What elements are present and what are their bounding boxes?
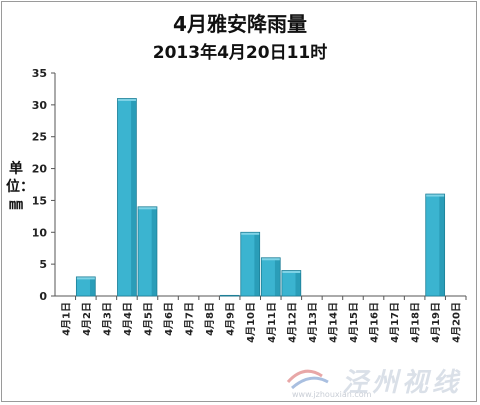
- x-tick-label: 4月3日: [101, 302, 113, 336]
- watermark-logo-icon: [286, 369, 329, 390]
- x-tick-label: 4月4日: [122, 302, 134, 336]
- bar-outline: [425, 193, 446, 297]
- x-tick-label: 4月14日: [327, 302, 339, 343]
- bar-shade: [439, 194, 445, 296]
- x-tick-label: 4月5日: [142, 302, 154, 336]
- x-tick-label: 4月10日: [245, 302, 257, 343]
- bar: [117, 98, 137, 297]
- axes: [54, 73, 466, 297]
- y-ticks: 0 5 10 15 20 25 30 35: [32, 67, 55, 303]
- x-tick-label: 4月11日: [266, 302, 278, 343]
- bar-shade: [89, 276, 96, 296]
- bar-top: [281, 270, 301, 274]
- y-tick-label: 10: [32, 226, 48, 239]
- bar-outline: [219, 294, 240, 297]
- x-tick-label: 4月13日: [307, 302, 319, 343]
- x-tick-label: 4月1日: [60, 302, 72, 336]
- watermark: 泾州视线 www.jzhouxian.com: [282, 362, 472, 399]
- x-tick-label: 4月17日: [389, 302, 401, 343]
- y-tick-label: 30: [32, 99, 48, 112]
- y-tick-label: 0: [39, 290, 47, 303]
- bar-outline: [240, 231, 261, 297]
- x-tick-label: 4月20日: [451, 302, 463, 343]
- bar-top: [261, 257, 281, 261]
- x-tick-label: 4月12日: [286, 302, 298, 343]
- bar-outline: [281, 270, 302, 297]
- bar-outline: [75, 276, 96, 297]
- bar-shade: [151, 206, 157, 296]
- y-tick-label: 20: [32, 163, 48, 176]
- bar-outline: [137, 206, 158, 297]
- y-tick-label: 35: [32, 67, 47, 80]
- chart-subtitle: 2013年4月20日11时: [152, 43, 328, 63]
- y-axis-label: 单位：㎜: [6, 161, 34, 213]
- watermark-url: www.jzhouxian.com: [292, 390, 372, 399]
- bar-top: [425, 194, 445, 197]
- x-tick-label: 4月9日: [225, 302, 237, 336]
- y-tick-label: 25: [32, 131, 47, 144]
- bar-shade: [295, 270, 301, 296]
- bar-shade: [131, 98, 137, 296]
- x-tick-label: 4月2日: [81, 302, 93, 336]
- x-tick-label: 4月18日: [410, 302, 422, 343]
- bars: [75, 98, 446, 297]
- x-tick-label: 4月15日: [348, 302, 360, 343]
- bar: [260, 257, 281, 297]
- x-tick-label: 4月8日: [204, 302, 216, 336]
- bar: [425, 193, 446, 297]
- bar-top: [117, 98, 137, 101]
- bar-top: [138, 206, 157, 210]
- bar: [240, 231, 261, 297]
- bar: [137, 206, 158, 297]
- bar-top: [240, 232, 260, 235]
- x-tick-label: 4月7日: [184, 302, 196, 336]
- bar-top: [76, 276, 96, 280]
- y-tick-label: 5: [39, 258, 47, 271]
- bar-shade: [274, 257, 281, 296]
- x-ticks: 4月1日 4月2日 4月3日 4月4日 4月5日 4月6日 4月7日 4月8日 4月9日 4月10…: [60, 296, 467, 343]
- y-tick-label: 15: [32, 194, 47, 207]
- x-tick-label: 4月19日: [430, 302, 442, 343]
- bar: [281, 270, 302, 297]
- x-tick-label: 4月6日: [163, 302, 175, 336]
- x-tick-label: 4月16日: [369, 302, 381, 343]
- bar: [219, 294, 240, 297]
- bar: [75, 276, 96, 297]
- bar-outline: [117, 98, 137, 297]
- watermark-text: 泾州视线: [342, 368, 463, 398]
- bar-outline: [260, 257, 281, 297]
- chart-title: 4月雅安降雨量: [173, 12, 307, 36]
- bar-shade: [254, 232, 260, 296]
